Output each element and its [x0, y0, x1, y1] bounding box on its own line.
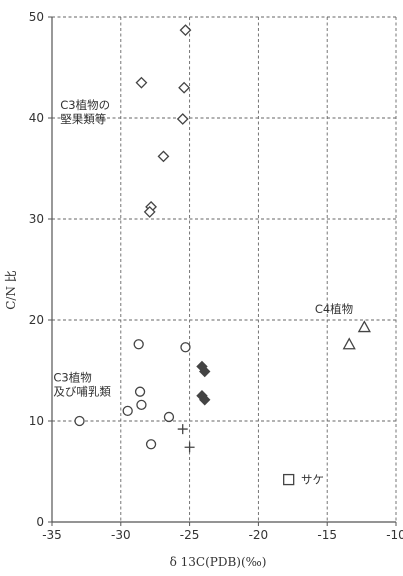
- diamond-marker: [157, 150, 170, 163]
- y-tick-label: 50: [29, 10, 44, 24]
- diamond-marker: [179, 24, 192, 37]
- annotation-label: 及び哺乳類: [53, 385, 111, 399]
- diamond-marker: [176, 113, 189, 125]
- annotation-label: サケ: [301, 473, 324, 487]
- x-tick-label: -20: [249, 528, 269, 542]
- x-tick-label: -10: [386, 528, 403, 542]
- x-tick-label: -25: [180, 528, 200, 542]
- axes: [48, 16, 397, 526]
- circle-marker: [145, 439, 157, 450]
- circle-marker: [163, 411, 175, 423]
- diamond-marker: [178, 81, 191, 94]
- annotation-label: C4植物: [315, 302, 353, 316]
- square-marker: [283, 473, 295, 486]
- annotation-label: C3植物の: [60, 98, 110, 112]
- triangle-marker: [357, 320, 371, 333]
- y-tick-label: 40: [29, 111, 44, 125]
- circle-marker: [134, 386, 146, 397]
- circle-marker: [180, 342, 191, 353]
- filled-diamond-marker: [199, 394, 211, 406]
- x-tick-label: -35: [42, 528, 62, 542]
- x-axis-title: δ 13C(PDB)(‰): [170, 555, 267, 569]
- circle-marker: [122, 405, 133, 417]
- plus-marker: [177, 424, 188, 435]
- x-tick-label: -15: [317, 528, 337, 542]
- grid-lines: [52, 16, 397, 522]
- y-tick-label: 30: [29, 212, 44, 226]
- y-tick-label: 10: [29, 414, 44, 428]
- data-points: [74, 24, 371, 486]
- circle-marker: [133, 339, 144, 350]
- annotation-label: C3植物: [53, 371, 91, 385]
- y-tick-label: 20: [29, 313, 44, 327]
- y-axis-title: C/N 比: [4, 270, 18, 310]
- y-tick-label: 0: [36, 515, 44, 529]
- tick-labels: -35 -30 -25 -20 -15 -10 0 10 20 30 40 50: [29, 10, 403, 542]
- circle-marker: [74, 415, 85, 427]
- x-tick-label: -30: [111, 528, 131, 542]
- filled-diamond-marker: [199, 365, 211, 378]
- triangle-marker: [342, 337, 356, 350]
- diamond-marker: [135, 76, 148, 89]
- annotation-label: 堅果類等: [60, 112, 106, 126]
- plus-marker: [184, 442, 195, 453]
- circle-marker: [136, 399, 147, 410]
- diamond-marker: [143, 206, 156, 218]
